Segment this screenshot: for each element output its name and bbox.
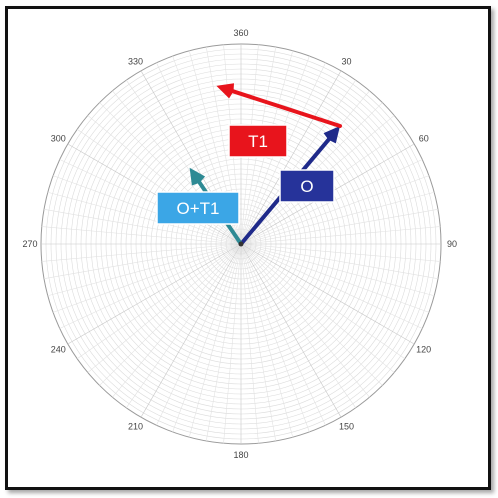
angle-tick-label: 60	[419, 134, 429, 144]
angle-tick-label: 270	[22, 239, 37, 249]
grid-spoke	[76, 243, 242, 359]
grid-spoke	[140, 243, 242, 418]
grid-spoke	[87, 243, 242, 373]
grid-spoke	[240, 243, 430, 313]
angle-tick-label: 120	[416, 345, 431, 355]
grid-spoke	[59, 243, 242, 329]
polar-grid	[40, 43, 442, 445]
grid-spoke	[126, 243, 242, 409]
grid-spoke	[240, 79, 356, 245]
angle-tick-label: 210	[128, 422, 143, 432]
grid-spoke	[240, 243, 415, 345]
vector-labels: O T1 O+T1	[156, 124, 335, 225]
angle-tick-label: 30	[341, 56, 351, 66]
grid-spoke	[240, 243, 342, 418]
grid-spoke	[240, 243, 439, 280]
grid-spoke	[240, 243, 435, 297]
grid-spoke	[240, 243, 277, 442]
grid-spoke	[52, 175, 242, 245]
grid-spoke	[240, 70, 342, 245]
grid-spoke	[240, 226, 441, 245]
grid-spoke	[172, 243, 242, 433]
grid-spoke	[240, 243, 383, 386]
grid-spoke	[59, 159, 242, 245]
grid-spoke	[76, 129, 242, 245]
grid-spoke	[99, 243, 242, 386]
grid-spoke	[240, 175, 430, 245]
grid-spoke	[205, 243, 242, 442]
vector-label-0: O	[300, 177, 313, 196]
vector-label-box-2	[156, 191, 240, 225]
grid-spoke	[156, 243, 242, 426]
grid-spoke	[67, 243, 242, 345]
grid-spoke	[223, 243, 242, 444]
grid-spoke	[52, 243, 242, 313]
vector-arrowhead-2	[189, 167, 206, 186]
angle-tick-labels: 360 30 60 90 120 150 180 210 240 270 300 330	[22, 28, 457, 460]
angle-tick-label: 180	[233, 450, 248, 460]
vector-shaft-1	[229, 88, 342, 128]
grid-spoke	[240, 243, 326, 426]
grid-spoke	[240, 243, 395, 373]
grid-spoke	[240, 243, 310, 433]
grid-spoke	[240, 243, 294, 438]
grid-spoke	[240, 243, 259, 444]
grid-spoke	[240, 191, 435, 245]
grid-spoke	[240, 243, 441, 262]
angle-tick-label: 150	[339, 422, 354, 432]
vector-label-1: T1	[248, 132, 268, 151]
grid-spoke	[240, 243, 423, 329]
grid-spoke	[240, 243, 356, 409]
grid-spoke	[43, 208, 242, 245]
angle-tick-label: 90	[447, 239, 457, 249]
grid-spoke	[47, 243, 242, 297]
angle-tick-label: 240	[51, 345, 66, 355]
grid-spoke	[41, 226, 242, 245]
grid-spoke	[188, 243, 242, 438]
angle-tick-label: 360	[233, 28, 248, 38]
angle-tick-label: 300	[51, 134, 66, 144]
grid-spoke	[41, 243, 242, 262]
grid-spoke	[112, 243, 242, 398]
angle-tick-label: 330	[128, 56, 143, 66]
vector-arrowhead-1	[216, 83, 234, 99]
center-point	[238, 241, 244, 247]
vector-label-2: O+T1	[177, 199, 220, 218]
grid-spoke	[240, 243, 406, 359]
grid-spoke	[67, 143, 242, 245]
grid-spoke	[240, 243, 370, 398]
grid-spoke	[240, 208, 439, 245]
grid-spoke	[43, 243, 242, 280]
vector-arrowhead-0	[323, 126, 340, 144]
grid-spoke	[47, 191, 242, 245]
vector-label-box-1	[228, 124, 288, 158]
vector-label-box-0	[279, 169, 335, 203]
